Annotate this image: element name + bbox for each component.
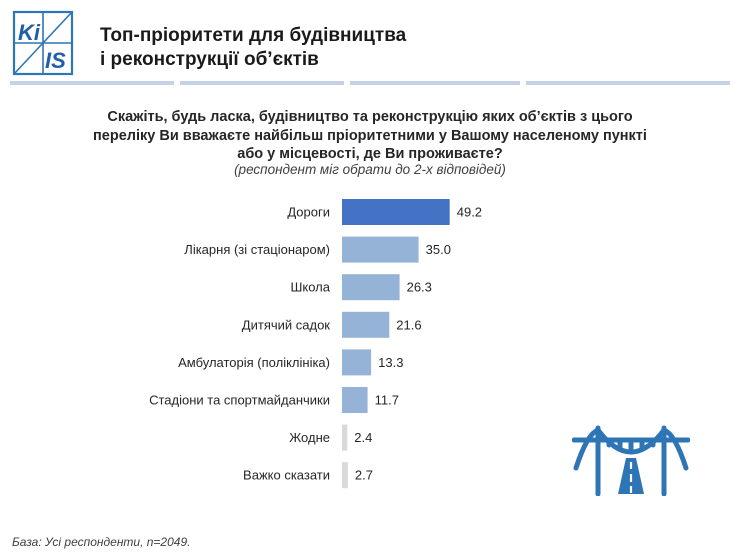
category-label: Школа: [290, 280, 330, 295]
header-rule-segment: [350, 81, 520, 85]
header-rule-segment: [526, 81, 730, 85]
page-title: Топ-пріоритети для будівництва і реконст…: [100, 25, 407, 70]
category-label: Жодне: [289, 430, 330, 445]
logo-text-right: IS: [45, 48, 66, 73]
kiis-logo-icon: Ki IS: [12, 10, 74, 76]
bar-7: [342, 462, 348, 489]
category-label: Стадіони та спортмайданчики: [149, 393, 330, 408]
survey-note: (респондент міг обрати до 2-х відповідей…: [234, 162, 506, 177]
bar-5: [342, 387, 368, 413]
header-rule-segment: [180, 81, 344, 85]
category-label: Важко сказати: [243, 468, 330, 483]
bridge-road-icon: [572, 425, 690, 496]
bar-3: [342, 311, 390, 338]
value-label: 26.3: [407, 280, 432, 295]
bar-0: [342, 199, 450, 225]
value-label: 2.7: [355, 468, 373, 483]
category-label: Дороги: [287, 205, 330, 220]
footnote-base: База: Усі респонденти, n=2049.: [12, 535, 191, 549]
value-label: 13.3: [378, 355, 403, 370]
bar-6: [342, 424, 348, 451]
bar-4: [342, 349, 372, 376]
bar-1: [342, 236, 419, 263]
bar-2: [342, 274, 400, 301]
value-label: 2.4: [354, 430, 372, 445]
value-label: 35.0: [426, 242, 451, 257]
value-label: 11.7: [375, 393, 399, 408]
survey-question: Скажіть, будь ласка, будівництво та реко…: [93, 109, 647, 162]
header-rule-segment: [10, 81, 174, 85]
category-label: Дитячий садок: [242, 317, 331, 332]
category-label: Лікарня (зі стаціонаром): [184, 242, 330, 257]
value-label: 21.6: [396, 317, 421, 332]
bar-chart: Дороги 49.2 Лікарня (зі стаціонаром) 35.0 Шк…: [149, 199, 482, 489]
value-label: 49.2: [457, 205, 482, 220]
logo-text-left: Ki: [18, 20, 41, 45]
category-label: Амбулаторія (поліклініка): [178, 355, 330, 370]
